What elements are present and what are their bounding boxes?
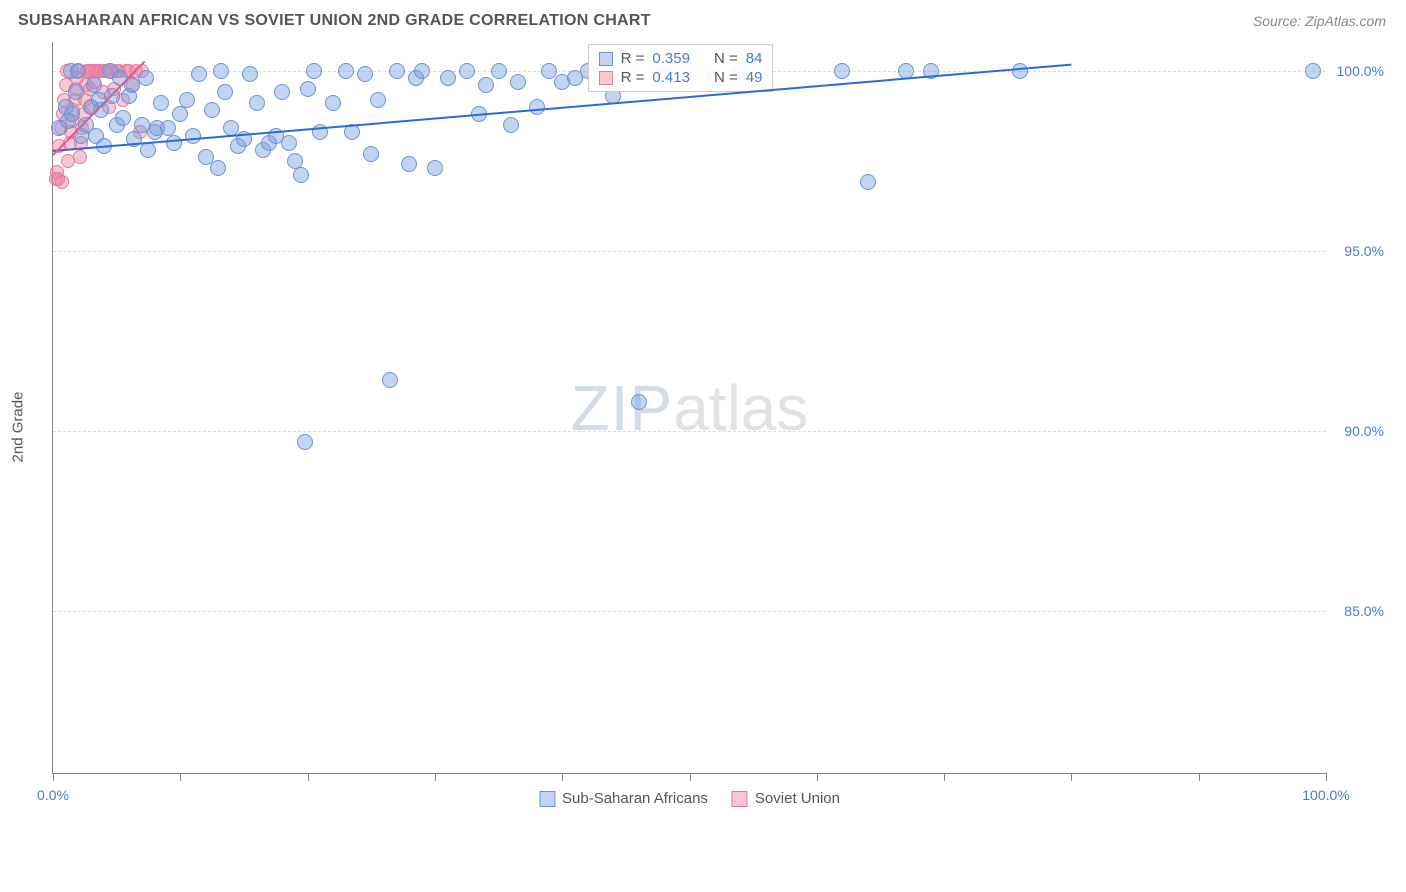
data-point: [363, 146, 379, 162]
data-point: [1305, 63, 1321, 79]
data-point: [242, 66, 258, 82]
data-point: [503, 117, 519, 133]
data-point: [325, 95, 341, 111]
data-point: [338, 63, 354, 79]
x-tick: [817, 773, 818, 781]
data-point: [204, 102, 220, 118]
n-label: N =: [714, 50, 738, 67]
n-label: N =: [714, 69, 738, 86]
r-value: 0.413: [652, 69, 690, 86]
data-point: [210, 160, 226, 176]
x-tick: [562, 773, 563, 781]
data-point: [389, 63, 405, 79]
data-point: [249, 95, 265, 111]
data-point: [68, 84, 84, 100]
x-tick-label: 100.0%: [1302, 787, 1349, 803]
y-tick-label: 85.0%: [1330, 603, 1384, 619]
legend-swatch-icon: [599, 71, 613, 85]
stats-box: R = 0.359 N = 84 R = 0.413 N = 49: [588, 44, 774, 92]
data-point: [1012, 63, 1028, 79]
data-point: [115, 110, 131, 126]
data-point: [427, 160, 443, 176]
data-point: [179, 92, 195, 108]
data-point: [297, 434, 313, 450]
data-point: [440, 70, 456, 86]
y-tick-label: 90.0%: [1330, 423, 1384, 439]
data-point: [191, 66, 207, 82]
r-label: R =: [621, 69, 645, 86]
n-value: 84: [746, 50, 763, 67]
data-point: [510, 74, 526, 90]
data-point: [834, 63, 850, 79]
watermark: ZIPatlas: [571, 371, 809, 445]
stats-row: R = 0.359 N = 84: [599, 49, 763, 68]
x-tick: [1199, 773, 1200, 781]
y-tick-label: 95.0%: [1330, 243, 1384, 259]
legend-label: Soviet Union: [755, 790, 840, 807]
data-point: [478, 77, 494, 93]
data-point: [306, 63, 322, 79]
data-point: [281, 135, 297, 151]
data-point: [529, 99, 545, 115]
data-point: [401, 156, 417, 172]
x-tick: [435, 773, 436, 781]
data-point: [140, 142, 156, 158]
legend-swatch-icon: [599, 52, 613, 66]
chart-container: 2nd Grade ZIPatlas Sub-Saharan AfricansS…: [52, 42, 1386, 812]
y-axis-label: 2nd Grade: [10, 392, 27, 463]
data-point: [300, 81, 316, 97]
r-value: 0.359: [652, 50, 690, 67]
data-point: [382, 372, 398, 388]
data-point: [55, 175, 69, 189]
data-point: [459, 63, 475, 79]
x-tick: [53, 773, 54, 781]
grid-line: [53, 611, 1326, 612]
x-tick: [690, 773, 691, 781]
x-tick: [1071, 773, 1072, 781]
data-point: [73, 150, 87, 164]
data-point: [293, 167, 309, 183]
r-label: R =: [621, 50, 645, 67]
data-point: [370, 92, 386, 108]
data-point: [414, 63, 430, 79]
legend: Sub-Saharan Africans Soviet Union: [539, 790, 840, 807]
legend-swatch-icon: [539, 791, 555, 807]
data-point: [172, 106, 188, 122]
chart-title: SUBSAHARAN AFRICAN VS SOVIET UNION 2ND G…: [18, 12, 651, 30]
plot-area: ZIPatlas Sub-Saharan AfricansSoviet Unio…: [52, 42, 1326, 774]
chart-source: Source: ZipAtlas.com: [1253, 13, 1386, 29]
x-tick-label: 0.0%: [37, 787, 69, 803]
watermark-zip: ZIP: [571, 372, 674, 444]
x-tick: [180, 773, 181, 781]
y-tick-label: 100.0%: [1330, 63, 1384, 79]
grid-line: [53, 431, 1326, 432]
data-point: [357, 66, 373, 82]
data-point: [64, 106, 80, 122]
n-value: 49: [746, 69, 763, 86]
data-point: [217, 84, 233, 100]
legend-item: Soviet Union: [732, 790, 840, 807]
data-point: [631, 394, 647, 410]
data-point: [185, 128, 201, 144]
data-point: [70, 63, 86, 79]
x-tick: [944, 773, 945, 781]
data-point: [491, 63, 507, 79]
data-point: [153, 95, 169, 111]
x-tick: [308, 773, 309, 781]
legend-label: Sub-Saharan Africans: [562, 790, 708, 807]
data-point: [274, 84, 290, 100]
x-tick: [1326, 773, 1327, 781]
watermark-atlas: atlas: [673, 372, 808, 444]
legend-swatch-icon: [732, 791, 748, 807]
chart-header: SUBSAHARAN AFRICAN VS SOVIET UNION 2ND G…: [0, 0, 1406, 38]
legend-item: Sub-Saharan Africans: [539, 790, 708, 807]
stats-row: R = 0.413 N = 49: [599, 68, 763, 87]
data-point: [138, 70, 154, 86]
grid-line: [53, 251, 1326, 252]
data-point: [860, 174, 876, 190]
data-point: [166, 135, 182, 151]
data-point: [213, 63, 229, 79]
